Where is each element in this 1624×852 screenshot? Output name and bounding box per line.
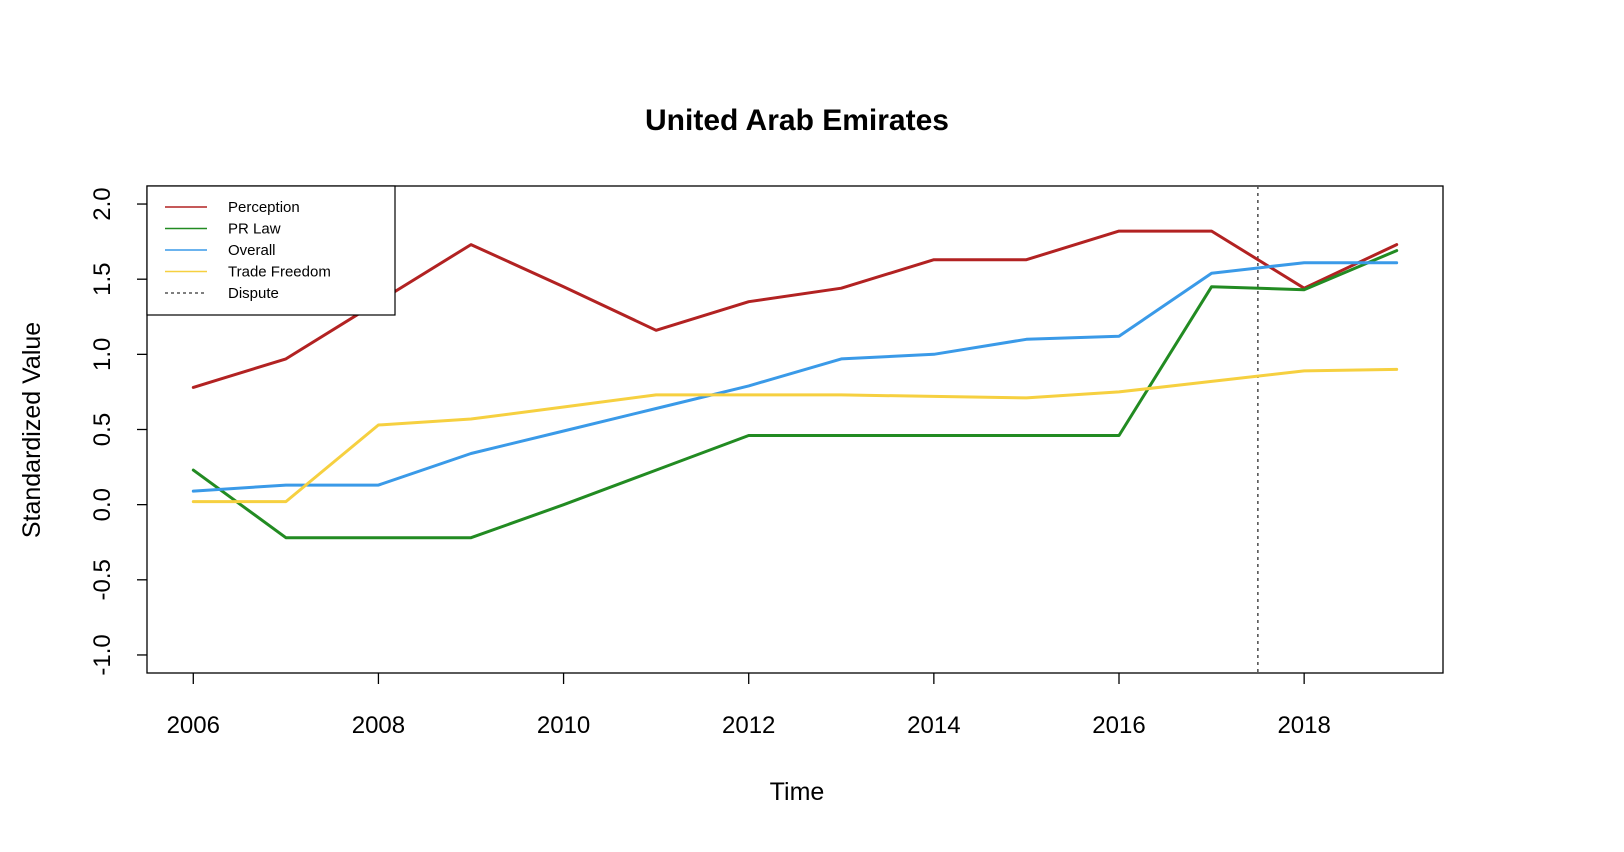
y-tick-label: -1.0 — [89, 634, 116, 675]
legend: Perception PR Law Overall Trade Freedom Disp… — [146, 185, 396, 316]
y-tick-label: -0.5 — [89, 559, 116, 600]
x-axis-label: Time — [770, 778, 825, 806]
x-tick-label: 2014 — [907, 712, 960, 739]
y-tick-label: 1.0 — [89, 338, 116, 371]
x-tick-label: 2006 — [167, 712, 220, 739]
y-axis: -1.0 -0.5 0.0 0.5 1.0 1.5 2.0 — [89, 187, 147, 676]
legend-label-trade-freedom: Trade Freedom — [228, 264, 331, 281]
legend-label-overall: Overall — [228, 242, 276, 259]
x-axis: 2006 2008 2010 2012 2014 2016 2018 — [167, 673, 1331, 739]
x-tick-label: 2008 — [352, 712, 405, 739]
legend-label-pr-law: PR Law — [228, 221, 281, 238]
y-tick-label: 2.0 — [89, 187, 116, 220]
series-line-overall — [191, 261, 1399, 493]
y-tick-label: 1.5 — [89, 263, 116, 296]
y-tick-label: 0.5 — [89, 413, 116, 446]
x-tick-label: 2012 — [722, 712, 775, 739]
y-tick-label: 0.0 — [89, 488, 116, 521]
series-line-trade-freedom — [191, 367, 1399, 504]
legend-label-dispute: Dispute — [228, 285, 279, 302]
x-tick-label: 2018 — [1277, 712, 1330, 739]
x-tick-label: 2010 — [537, 712, 590, 739]
legend-label-perception: Perception — [228, 199, 300, 216]
x-tick-label: 2016 — [1092, 712, 1145, 739]
chart-title: United Arab Emirates — [645, 104, 949, 137]
series-line-pr-law — [191, 249, 1399, 540]
y-axis-label: Standardized Value — [18, 322, 46, 538]
